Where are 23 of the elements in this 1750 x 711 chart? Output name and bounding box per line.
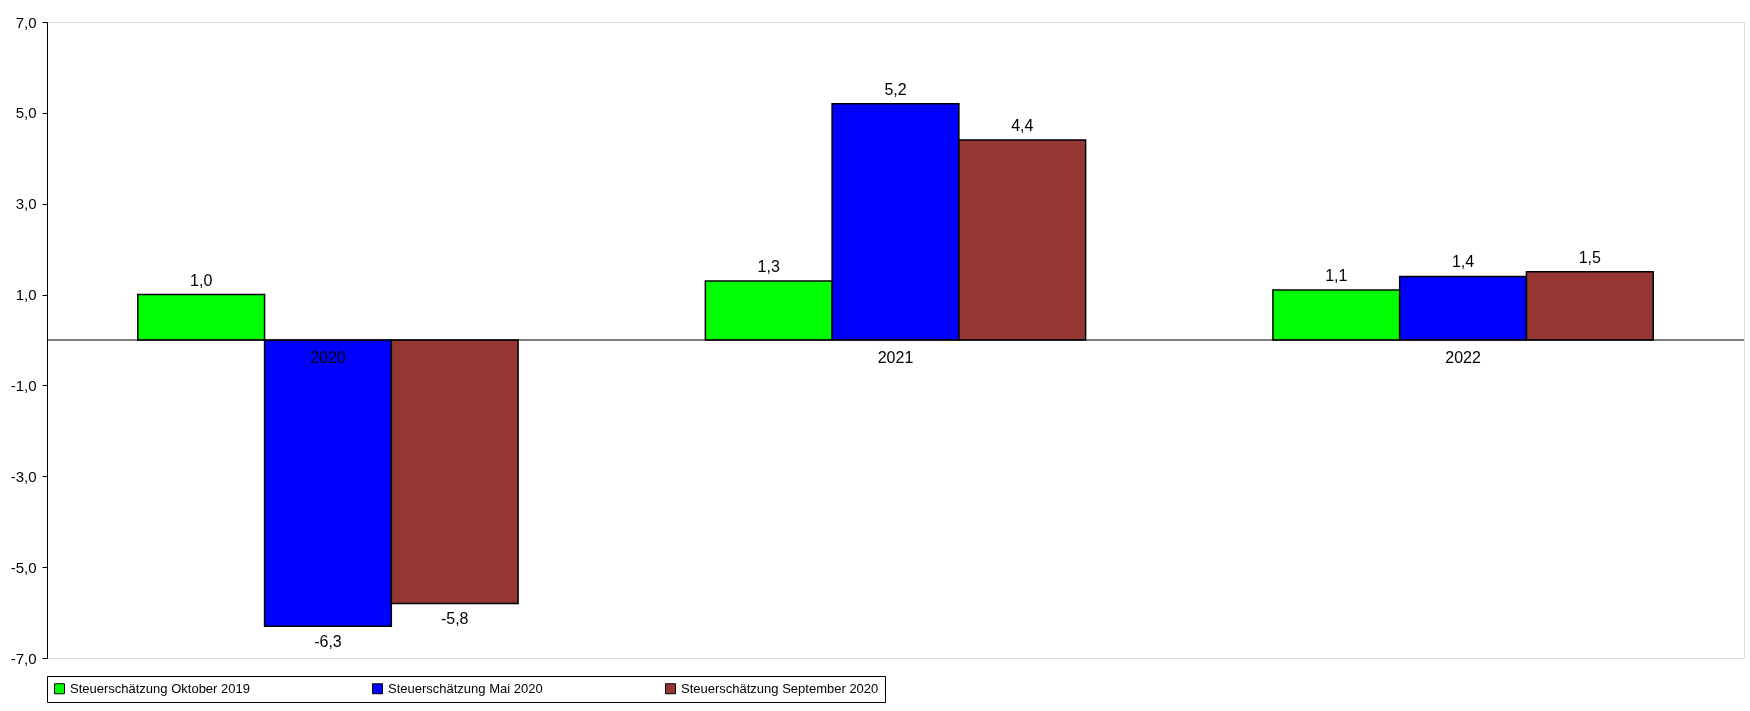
data-label: 1,4 bbox=[1451, 253, 1475, 271]
y-tick-label: 5,0 bbox=[15, 104, 37, 122]
y-tick-label: -7,0 bbox=[10, 649, 37, 667]
y-tick-label: -5,0 bbox=[10, 558, 37, 576]
x-tick-label: 2020 bbox=[310, 349, 346, 366]
data-label: 1,3 bbox=[757, 257, 780, 275]
data-label: 5,2 bbox=[884, 80, 907, 98]
y-tick-label: 1,0 bbox=[15, 286, 37, 304]
data-label: 1,0 bbox=[190, 271, 213, 289]
legend-label: Steuerschätzung September 2020 bbox=[681, 680, 879, 696]
legend-label: Steuerschätzung Mai 2020 bbox=[388, 680, 543, 696]
x-tick-label: 2022 bbox=[1445, 349, 1481, 366]
data-label: 1,1 bbox=[1325, 267, 1348, 285]
data-label: -5,8 bbox=[440, 610, 469, 628]
y-tick-label: 3,0 bbox=[15, 195, 37, 213]
legend-label: Steuerschätzung Oktober 2019 bbox=[70, 680, 250, 696]
data-label: -6,3 bbox=[314, 633, 342, 651]
y-tick-label: 7,0 bbox=[15, 13, 37, 31]
y-tick-label: -1,0 bbox=[10, 376, 37, 394]
y-tick-label: -3,0 bbox=[10, 467, 37, 485]
data-label: 4,4 bbox=[1011, 117, 1034, 135]
data-label: 1,5 bbox=[1578, 248, 1602, 266]
x-tick-label: 2021 bbox=[877, 349, 914, 366]
